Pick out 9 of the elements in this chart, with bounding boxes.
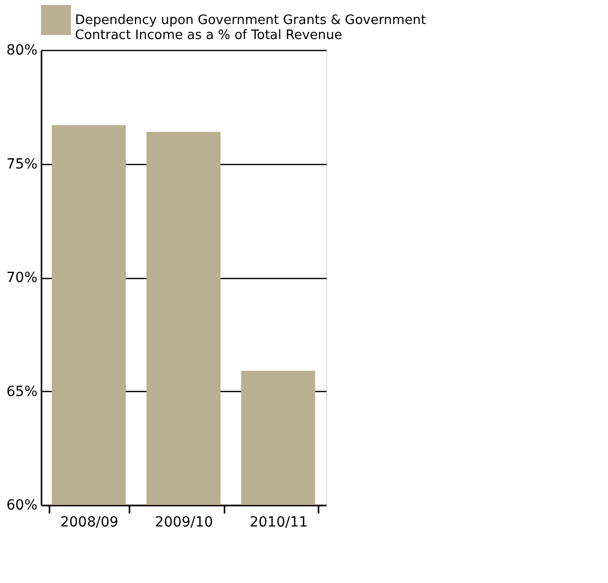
y-tick-label: 70% (6, 270, 38, 286)
x-tick-label: 2008/09 (60, 514, 118, 530)
x-tick-label: 2009/10 (154, 514, 214, 530)
y-tick-label: 80% (6, 42, 38, 58)
y-tick-label: 65% (6, 384, 38, 400)
legend-label: Dependency upon Government Grants & Government Contract Income as a % of Total Revenue (75, 13, 426, 43)
y-tick-label: 75% (6, 156, 38, 172)
y-tick-label: 60% (6, 498, 38, 514)
x-tick-label: 2010/11 (250, 514, 308, 530)
